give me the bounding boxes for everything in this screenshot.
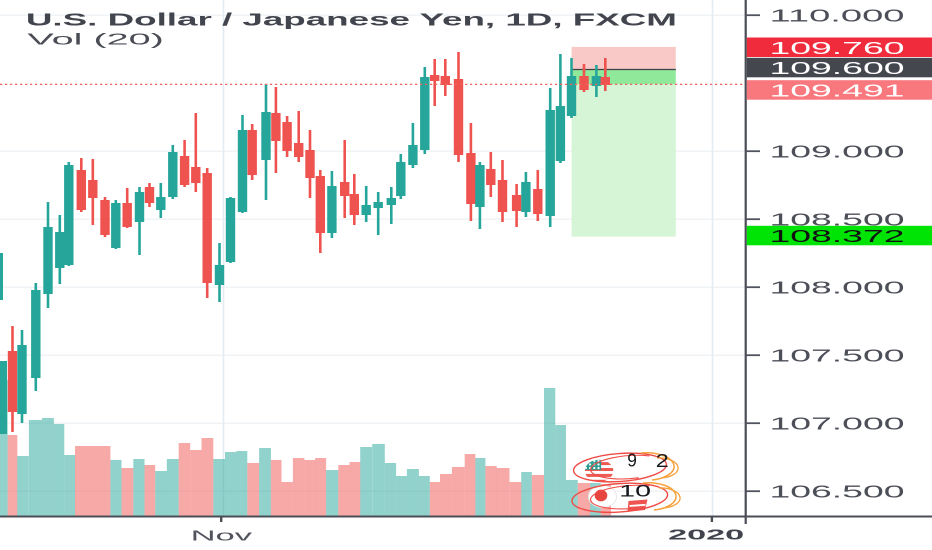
- svg-text:107.500: 107.500: [770, 346, 905, 366]
- svg-text:Nov: Nov: [191, 528, 254, 545]
- svg-text:10: 10: [619, 481, 651, 500]
- svg-text:2: 2: [656, 450, 669, 471]
- svg-text:2020: 2020: [668, 527, 744, 543]
- svg-text:109.760: 109.760: [770, 38, 905, 58]
- svg-text:108.500: 108.500: [770, 210, 905, 230]
- svg-text:108.372: 108.372: [770, 226, 905, 246]
- svg-text:106.500: 106.500: [770, 482, 905, 502]
- svg-text:Vol (20): Vol (20): [27, 32, 164, 49]
- svg-text:109.600: 109.600: [770, 58, 905, 78]
- svg-text:107.000: 107.000: [770, 414, 905, 434]
- svg-text:109.000: 109.000: [770, 142, 905, 162]
- svg-text:109.491: 109.491: [770, 81, 905, 101]
- svg-text:9: 9: [627, 450, 637, 471]
- svg-text:U.S. Dollar / Japanese Yen, 1D: U.S. Dollar / Japanese Yen, 1D, FXCM: [26, 9, 677, 29]
- svg-text:108.000: 108.000: [770, 278, 905, 298]
- svg-text:110.000: 110.000: [770, 6, 905, 26]
